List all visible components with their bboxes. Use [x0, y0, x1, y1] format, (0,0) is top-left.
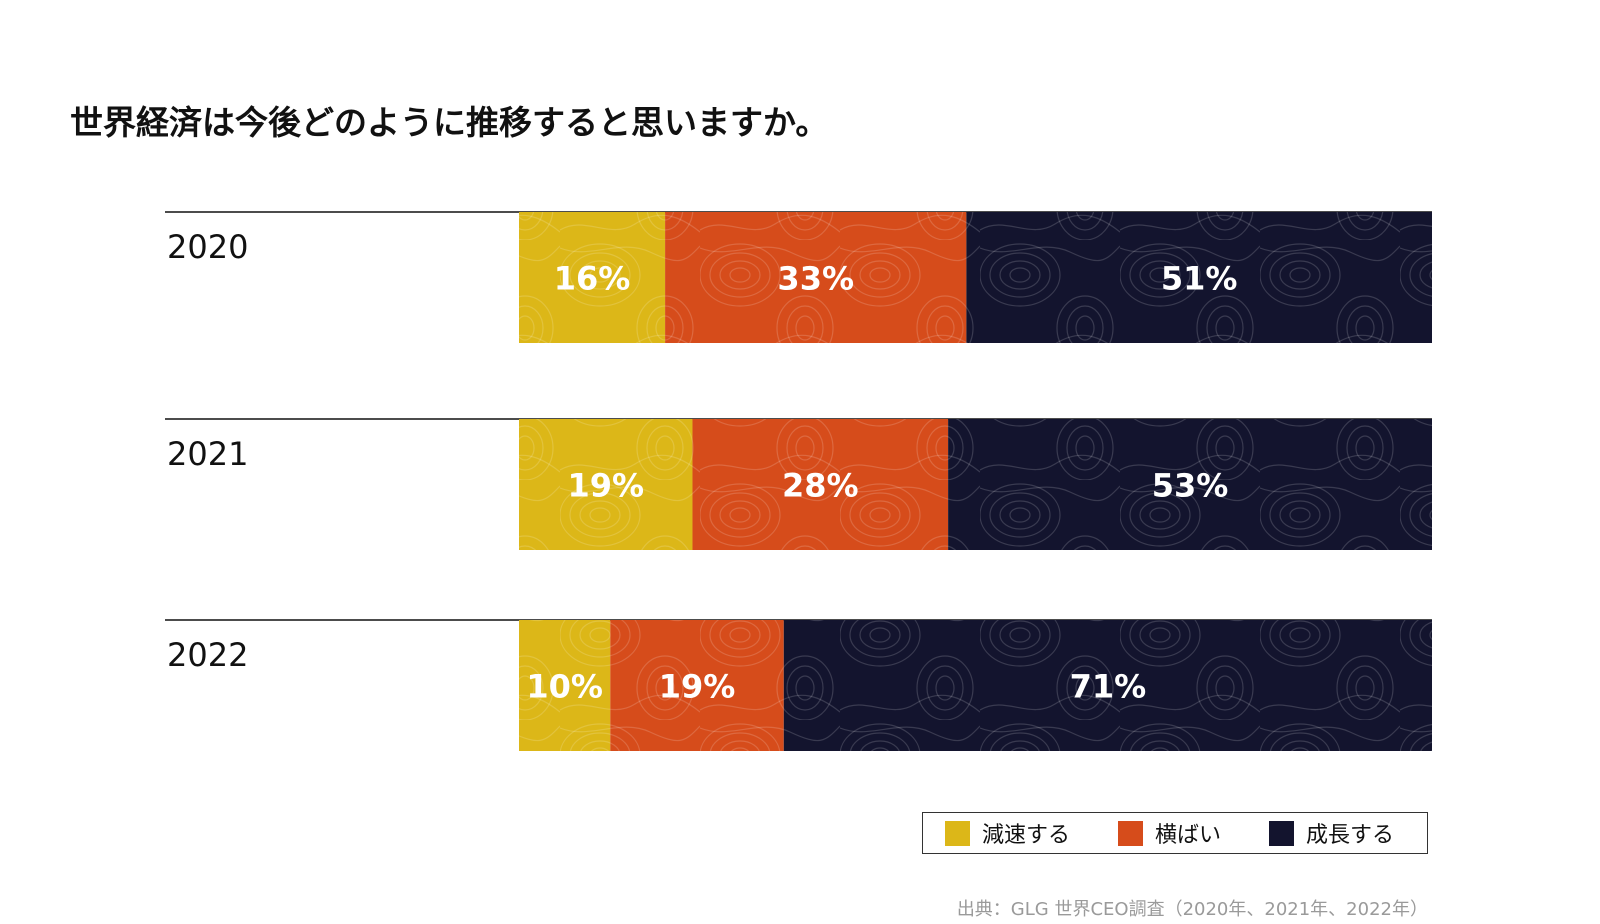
data-label-2022-series-1: 19% — [659, 668, 736, 706]
bar-texture-2021-series-0 — [519, 419, 693, 550]
data-label-2022-series-0: 10% — [526, 668, 603, 706]
legend-label-flat: 横ばい — [1155, 823, 1222, 848]
legend-swatch-growth — [1269, 820, 1295, 846]
legend-swatch-slowdown — [945, 820, 970, 846]
legend-swatch-flat — [1118, 820, 1144, 846]
bar-texture-2022-series-0 — [519, 620, 611, 751]
bar-texture-2020-series-0 — [519, 212, 666, 343]
bar-texture-2020-series-2 — [966, 212, 1432, 343]
chart-title: 世界経済は今後どのように推移すると思いますか。 — [70, 103, 829, 142]
data-label-2021-series-2: 53% — [1152, 467, 1229, 505]
bar-texture-2020-series-1 — [665, 212, 967, 343]
legend-item-slowdown: 減速する — [945, 817, 1070, 849]
data-label-2021-series-1: 28% — [782, 467, 859, 505]
bar-texture-2022-series-2 — [783, 620, 1432, 751]
category-label-2021: 2021 — [167, 435, 248, 473]
data-label-2020-series-0: 16% — [554, 260, 631, 298]
legend-item-flat: 横ばい — [1118, 817, 1221, 849]
bar-texture-2021-series-2 — [948, 419, 1432, 550]
data-label-2021-series-0: 19% — [567, 467, 644, 505]
bar-texture-2022-series-1 — [610, 620, 784, 751]
data-label-2020-series-2: 51% — [1161, 260, 1238, 298]
category-label-2020: 2020 — [167, 228, 248, 266]
source-note: 出典：GLG 世界CEO調査（2020年、2021年、2022年） — [956, 899, 1428, 920]
data-label-2022-series-2: 71% — [1070, 668, 1147, 706]
legend-item-growth: 成長する — [1269, 817, 1394, 849]
legend: 減速する 横ばい 成長する — [922, 812, 1428, 854]
bar-texture-2021-series-1 — [692, 419, 949, 550]
legend-label-growth: 成長する — [1306, 823, 1395, 848]
legend-label-slowdown: 減速する — [982, 823, 1071, 848]
data-label-2020-series-1: 33% — [777, 260, 854, 298]
category-label-2022: 2022 — [167, 636, 248, 674]
